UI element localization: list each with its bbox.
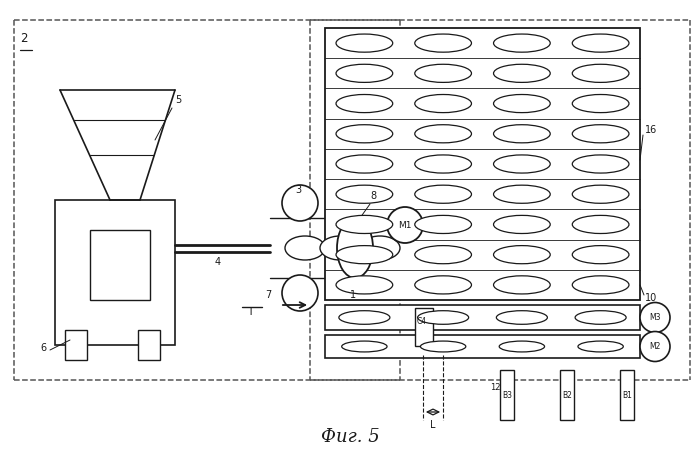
- Bar: [138, 330, 160, 360]
- Ellipse shape: [494, 125, 550, 143]
- Text: 10: 10: [645, 293, 657, 303]
- Ellipse shape: [336, 64, 393, 82]
- Text: T: T: [247, 307, 253, 317]
- Text: M2: M2: [650, 342, 661, 351]
- Text: M3: M3: [650, 313, 661, 322]
- Ellipse shape: [339, 311, 390, 324]
- Ellipse shape: [342, 341, 387, 352]
- Ellipse shape: [336, 246, 393, 264]
- Ellipse shape: [494, 215, 550, 233]
- Ellipse shape: [320, 236, 360, 260]
- Bar: [90, 230, 150, 300]
- Text: L: L: [430, 420, 435, 430]
- Ellipse shape: [415, 155, 472, 173]
- Ellipse shape: [337, 218, 373, 278]
- Bar: [325, 305, 640, 330]
- Text: 1: 1: [350, 290, 356, 300]
- Ellipse shape: [336, 34, 393, 52]
- Ellipse shape: [336, 125, 393, 143]
- Text: 12: 12: [490, 383, 500, 393]
- Ellipse shape: [494, 34, 550, 52]
- Text: B1: B1: [622, 390, 632, 400]
- Ellipse shape: [415, 95, 472, 113]
- Ellipse shape: [494, 64, 550, 82]
- Bar: [415, 308, 433, 346]
- Ellipse shape: [336, 215, 393, 233]
- Ellipse shape: [415, 276, 472, 294]
- Ellipse shape: [494, 276, 550, 294]
- Bar: [325, 28, 640, 300]
- Bar: [325, 335, 640, 358]
- Ellipse shape: [496, 311, 547, 324]
- Ellipse shape: [573, 276, 629, 294]
- Ellipse shape: [360, 236, 400, 260]
- Ellipse shape: [573, 185, 629, 203]
- Ellipse shape: [415, 125, 472, 143]
- Text: 6: 6: [40, 343, 46, 353]
- Ellipse shape: [494, 246, 550, 264]
- Text: 4: 4: [215, 257, 221, 267]
- Ellipse shape: [415, 215, 472, 233]
- Ellipse shape: [340, 236, 380, 260]
- Bar: [65, 330, 87, 360]
- Ellipse shape: [640, 332, 670, 361]
- Ellipse shape: [387, 207, 423, 243]
- Text: 5: 5: [175, 95, 181, 105]
- Ellipse shape: [415, 185, 472, 203]
- Ellipse shape: [573, 246, 629, 264]
- Bar: [560, 370, 574, 420]
- Ellipse shape: [421, 341, 466, 352]
- Ellipse shape: [573, 125, 629, 143]
- Ellipse shape: [573, 34, 629, 52]
- Text: 7: 7: [265, 290, 272, 300]
- Ellipse shape: [573, 215, 629, 233]
- Ellipse shape: [573, 95, 629, 113]
- Ellipse shape: [282, 275, 318, 311]
- Ellipse shape: [494, 155, 550, 173]
- Ellipse shape: [573, 155, 629, 173]
- Ellipse shape: [415, 34, 472, 52]
- Ellipse shape: [494, 95, 550, 113]
- Ellipse shape: [494, 185, 550, 203]
- Ellipse shape: [573, 64, 629, 82]
- Text: 2: 2: [20, 31, 27, 44]
- Ellipse shape: [282, 185, 318, 221]
- Ellipse shape: [336, 185, 393, 203]
- Bar: [620, 370, 634, 420]
- Text: C4: C4: [417, 317, 427, 327]
- Ellipse shape: [285, 236, 325, 260]
- Text: B2: B2: [562, 390, 572, 400]
- Text: 16: 16: [645, 125, 657, 135]
- Bar: [55, 200, 175, 345]
- Ellipse shape: [418, 311, 468, 324]
- Ellipse shape: [499, 341, 545, 352]
- Ellipse shape: [336, 95, 393, 113]
- Bar: [500, 370, 514, 420]
- Ellipse shape: [336, 276, 393, 294]
- Ellipse shape: [640, 303, 670, 333]
- Ellipse shape: [415, 64, 472, 82]
- Text: B3: B3: [502, 390, 512, 400]
- Ellipse shape: [578, 341, 623, 352]
- Ellipse shape: [336, 155, 393, 173]
- Text: Фиг. 5: Фиг. 5: [321, 428, 379, 446]
- Ellipse shape: [415, 246, 472, 264]
- Ellipse shape: [575, 311, 626, 324]
- Text: M1: M1: [398, 220, 412, 230]
- Text: 8: 8: [370, 191, 376, 201]
- Text: 3: 3: [295, 185, 301, 195]
